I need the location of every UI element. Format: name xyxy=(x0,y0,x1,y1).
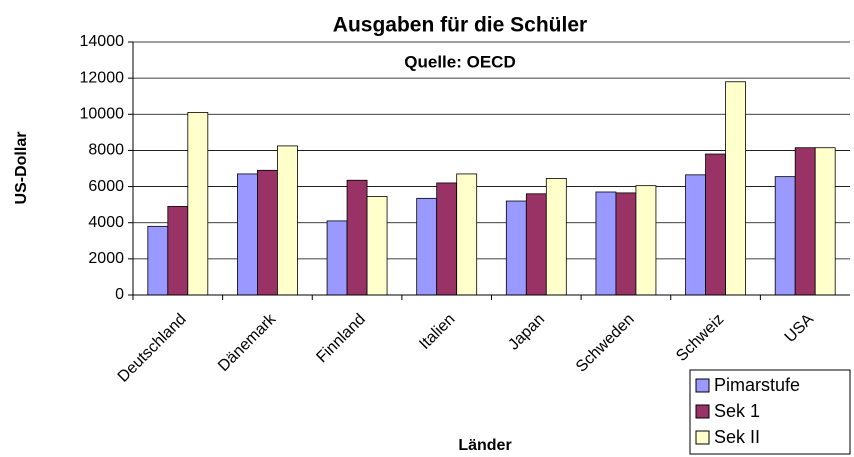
bar xyxy=(615,192,637,296)
y-tick-label: 8000 xyxy=(88,142,124,159)
bar xyxy=(685,174,706,296)
legend-label: Pimarstufe xyxy=(714,375,800,395)
y-axis-label: US-Dollar xyxy=(13,132,30,205)
x-tick-label: Italien xyxy=(416,311,458,353)
bar xyxy=(725,81,746,296)
x-tick-label: USA xyxy=(782,311,818,347)
bar xyxy=(635,185,657,296)
legend-label: Sek 1 xyxy=(714,401,760,421)
x-tick-label: Dänemark xyxy=(215,310,280,375)
bar xyxy=(794,147,816,296)
legend-swatch xyxy=(695,404,710,419)
legend: Pimarstufe Sek 1 Sek II xyxy=(689,369,851,455)
legend-swatch xyxy=(695,430,710,445)
bar xyxy=(416,197,438,296)
x-tick-label: Deutschland xyxy=(115,311,190,386)
x-tick-label: Japan xyxy=(505,311,548,354)
bar xyxy=(326,220,348,296)
x-tick-label: Schweiz xyxy=(673,311,727,365)
bar xyxy=(346,179,368,296)
bar xyxy=(705,153,726,296)
legend-swatch xyxy=(695,378,710,393)
legend-label: Sek II xyxy=(714,427,760,447)
bar xyxy=(595,191,617,296)
bar xyxy=(774,176,796,296)
chart-title: Ausgaben für die Schüler xyxy=(333,14,587,37)
chart-subtitle: Quelle: OECD xyxy=(404,52,515,71)
legend-box xyxy=(689,369,851,455)
bar xyxy=(456,173,478,296)
bar xyxy=(366,196,388,296)
y-tick-label: 10000 xyxy=(80,106,125,123)
x-tick-label: Finnland xyxy=(313,311,368,366)
x-tick-label: Schweden xyxy=(573,311,638,376)
y-tick-label: 14000 xyxy=(80,33,125,50)
bar xyxy=(277,145,298,296)
y-tick-label: 0 xyxy=(115,286,124,303)
bar xyxy=(505,200,527,296)
bar xyxy=(257,169,278,296)
y-tick-label: 2000 xyxy=(88,250,124,267)
y-tick-label: 12000 xyxy=(80,69,125,86)
x-axis-label: Länder xyxy=(458,437,511,454)
bar xyxy=(167,206,189,296)
bar xyxy=(525,193,547,296)
bar xyxy=(814,147,836,296)
bar xyxy=(187,112,209,296)
y-tick-label: 6000 xyxy=(88,178,124,195)
y-tick-label: 4000 xyxy=(88,214,124,231)
bar xyxy=(147,225,169,296)
bar xyxy=(237,173,258,296)
bar xyxy=(545,178,567,296)
bar xyxy=(436,182,458,296)
